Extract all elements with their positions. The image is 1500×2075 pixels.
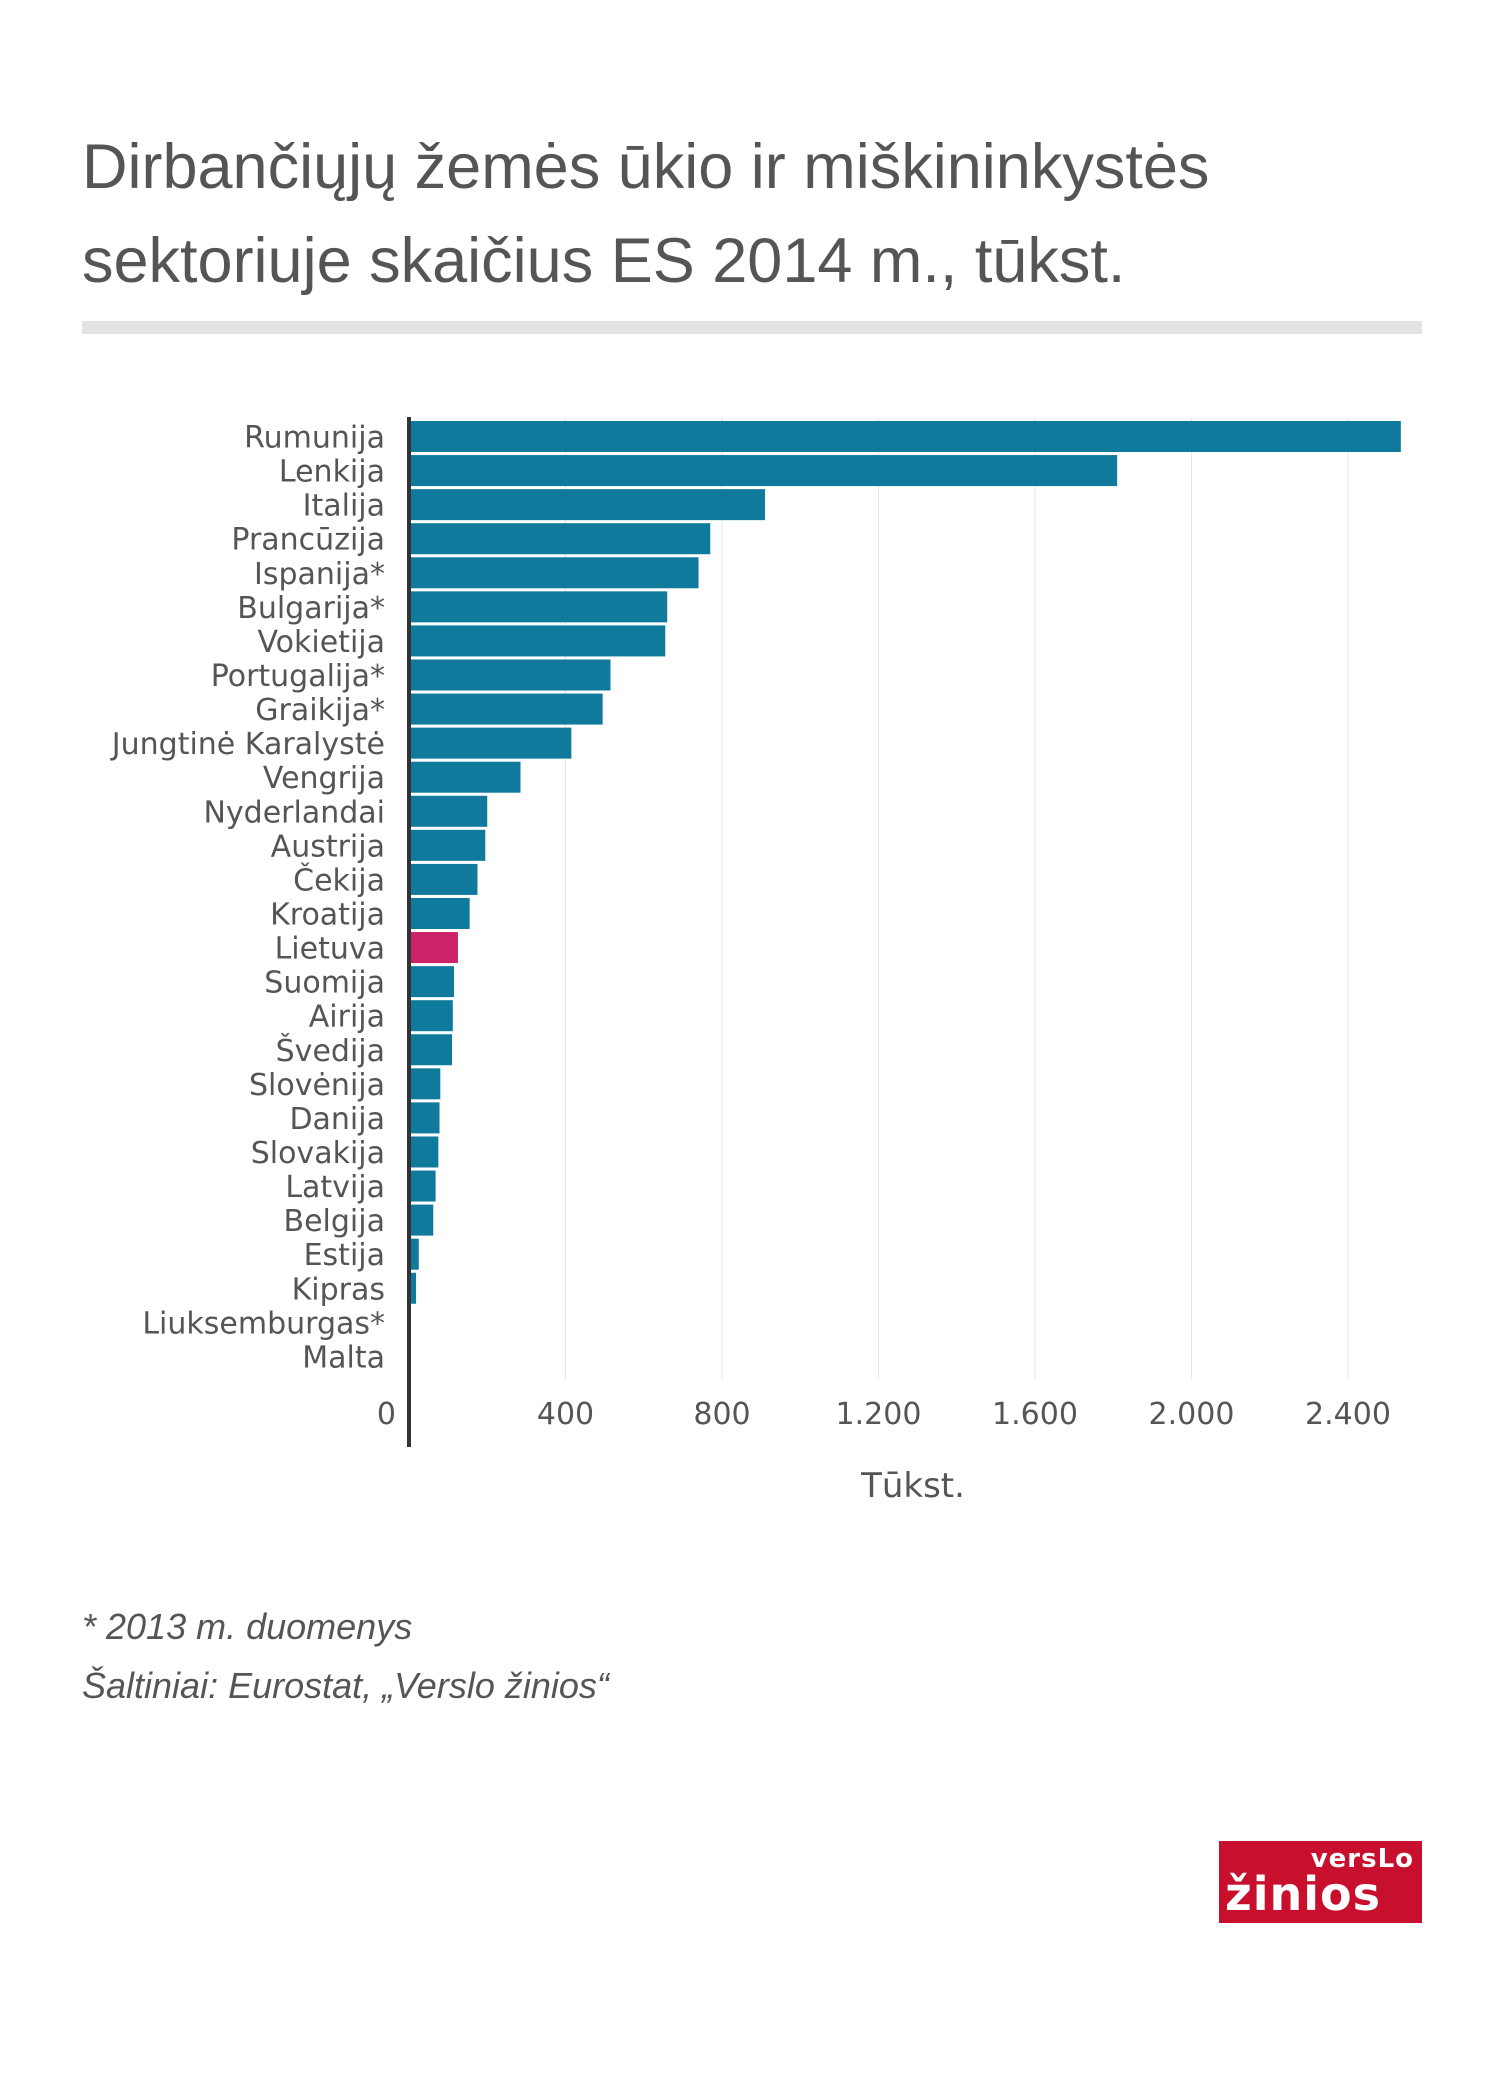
bar xyxy=(409,727,572,759)
bar xyxy=(409,761,521,793)
category-label: Malta xyxy=(302,1340,385,1375)
category-label: Ispanija* xyxy=(254,557,385,592)
versloziniu-logo: versLo žinios xyxy=(1219,1841,1422,1923)
bar xyxy=(409,1204,434,1236)
category-label: Slovakija xyxy=(251,1136,385,1171)
category-label: Jungtinė Karalystė xyxy=(110,727,385,762)
footnote-note: * 2013 m. duomenys xyxy=(82,1606,413,1647)
bar xyxy=(409,489,766,521)
category-label: Vokietija xyxy=(257,625,385,660)
category-label: Rumunija xyxy=(244,421,385,456)
x-tick-label: 2.400 xyxy=(1305,1397,1391,1432)
bar xyxy=(409,455,1118,487)
category-label: Suomija xyxy=(264,966,385,1001)
category-label: Lietuva xyxy=(275,932,385,967)
title-line-2: sektoriuje skaičius ES 2014 m., tūkst. xyxy=(82,226,1126,296)
bar xyxy=(409,932,458,964)
bar xyxy=(409,659,611,691)
category-label: Švedija xyxy=(276,1032,385,1069)
bar xyxy=(409,625,666,657)
bar xyxy=(409,829,486,861)
bar xyxy=(409,421,1401,452)
category-label: Nyderlandai xyxy=(203,795,385,830)
bar xyxy=(409,1136,439,1168)
category-label: Latvija xyxy=(285,1170,385,1205)
x-tick-label: 1.200 xyxy=(836,1397,922,1432)
category-label: Portugalija* xyxy=(211,659,385,694)
bar xyxy=(409,1068,441,1100)
x-axis-label: Tūkst. xyxy=(860,1466,965,1506)
bar xyxy=(409,557,699,589)
category-label: Čekija xyxy=(293,861,385,898)
bar xyxy=(409,863,478,895)
bar xyxy=(409,1102,440,1134)
bar xyxy=(409,1034,453,1066)
bar xyxy=(409,966,454,998)
bar xyxy=(409,1170,436,1202)
category-label: Belgija xyxy=(284,1204,385,1239)
category-label: Vengrija xyxy=(263,761,385,796)
bar-chart: RumunijaLenkijaItalijaPrancūzijaIspanija… xyxy=(110,417,1401,1506)
bar xyxy=(409,523,711,555)
category-label: Airija xyxy=(309,1000,385,1035)
x-tick-label: 800 xyxy=(693,1397,750,1432)
bar xyxy=(409,1238,419,1270)
title-divider xyxy=(82,321,1422,334)
category-label: Austrija xyxy=(271,829,385,864)
x-tick-label: 0 xyxy=(377,1397,396,1432)
bar xyxy=(409,795,488,827)
category-label: Bulgarija* xyxy=(237,591,385,626)
category-label: Estija xyxy=(304,1238,385,1273)
title: Dirbančiųjų žemės ūkio ir miškininkystės… xyxy=(82,120,1422,308)
bar xyxy=(409,897,470,929)
category-label: Kroatija xyxy=(270,897,385,932)
category-label: Danija xyxy=(289,1102,385,1137)
logo-bottom-text: žinios xyxy=(1225,1867,1382,1921)
x-tick-label: 2.000 xyxy=(1149,1397,1235,1432)
category-label: Slovėnija xyxy=(249,1068,385,1103)
category-label: Liuksemburgas* xyxy=(142,1306,385,1341)
category-label: Graikija* xyxy=(255,693,385,728)
x-tick-label: 400 xyxy=(537,1397,594,1432)
bar xyxy=(409,1272,417,1304)
category-label: Prancūzija xyxy=(231,523,385,558)
footnote-source: Šaltiniai: Eurostat, „Verslo žinios“ xyxy=(82,1665,609,1706)
category-label: Lenkija xyxy=(279,455,385,490)
logo-top-text: versLo xyxy=(1310,1844,1414,1874)
x-tick-label: 1.600 xyxy=(992,1397,1078,1432)
title-line-1: Dirbančiųjų žemės ūkio ir miškininkystės xyxy=(82,132,1210,202)
category-label: Kipras xyxy=(292,1272,385,1307)
bar xyxy=(409,693,603,725)
bar xyxy=(409,1000,453,1032)
category-label: Italija xyxy=(303,489,385,524)
bar xyxy=(409,591,668,623)
